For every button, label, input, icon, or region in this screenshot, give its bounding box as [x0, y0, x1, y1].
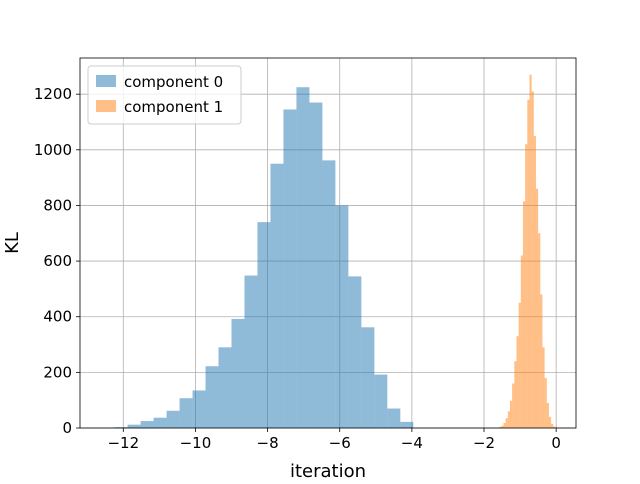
- x-tick-label: −10: [180, 434, 212, 452]
- x-tick-label: −4: [401, 434, 423, 452]
- histogram-bar-series-0: [232, 319, 245, 428]
- histogram-bar-series-0: [219, 347, 232, 428]
- histogram-bar-series-0: [335, 205, 348, 428]
- histogram-bar-series-0: [141, 421, 154, 428]
- histogram-bar-series-1: [525, 144, 527, 428]
- legend-label: component 0: [124, 73, 223, 91]
- x-tick-label: −12: [107, 434, 139, 452]
- histogram-bar-series-0: [206, 366, 219, 428]
- histogram-bar-series-0: [387, 409, 400, 428]
- y-tick-label: 0: [62, 419, 72, 437]
- histogram-bar-series-0: [322, 160, 335, 428]
- legend-label: component 1: [124, 98, 223, 116]
- histogram-bar-series-1: [551, 424, 553, 428]
- histogram-bar-series-1: [521, 256, 523, 428]
- histogram-bar-series-1: [547, 403, 549, 428]
- histogram-bar-series-1: [510, 401, 512, 428]
- histogram-bar-series-1: [523, 201, 525, 428]
- histogram-bar-series-0: [348, 276, 361, 428]
- x-tick-label: −8: [257, 434, 279, 452]
- histogram-bar-series-0: [400, 422, 413, 428]
- y-tick-label: 1200: [34, 85, 72, 103]
- histogram-bar-series-1: [536, 189, 538, 428]
- histogram-bar-series-0: [283, 109, 296, 428]
- histogram-bar-series-0: [309, 103, 322, 428]
- histogram-bar-series-1: [549, 417, 551, 428]
- x-axis-label: iteration: [290, 461, 366, 480]
- y-tick-label: 400: [43, 308, 72, 326]
- histogram-bar-series-0: [257, 222, 270, 428]
- histogram-bar-series-1: [538, 233, 540, 428]
- histogram-bar-series-1: [508, 411, 510, 428]
- histogram-bar-series-1: [545, 378, 547, 428]
- histogram-bar-series-0: [270, 164, 283, 428]
- y-tick-label: 200: [43, 363, 72, 381]
- histogram-bar-series-0: [193, 390, 206, 428]
- histogram-bar-series-0: [180, 398, 193, 428]
- x-tick-label: 0: [551, 434, 561, 452]
- histogram-bar-series-1: [540, 294, 542, 428]
- histogram-bar-series-1: [516, 336, 518, 428]
- histogram-bar-series-0: [154, 418, 167, 428]
- legend-swatch: [96, 75, 116, 87]
- y-tick-label: 600: [43, 252, 72, 270]
- legend-swatch: [96, 100, 116, 112]
- histogram-bar-series-1: [529, 75, 531, 428]
- y-tick-label: 1000: [34, 141, 72, 159]
- y-axis-label: KL: [2, 232, 23, 254]
- histogram-bar-series-1: [532, 91, 534, 428]
- x-tick-label: −6: [329, 434, 351, 452]
- x-tick-label: −2: [473, 434, 495, 452]
- histogram-bar-series-0: [361, 327, 374, 428]
- histogram-bar-series-1: [519, 303, 521, 428]
- histogram-bar-series-0: [296, 87, 309, 428]
- legend: component 0 component 1: [88, 66, 241, 124]
- histogram-bar-series-1: [527, 100, 529, 428]
- histogram-bar-series-0: [167, 411, 180, 428]
- histogram-bar-series-0: [128, 425, 141, 428]
- histogram-bar-series-1: [506, 418, 508, 428]
- y-tick-label: 800: [43, 196, 72, 214]
- histogram-bar-series-0: [374, 375, 387, 428]
- histogram-bar-series-1: [534, 136, 536, 428]
- histogram-bar-series-0: [244, 276, 257, 428]
- histogram-bar-series-1: [512, 383, 514, 428]
- histogram-bar-series-1: [514, 361, 516, 428]
- histogram-bar-series-1: [503, 423, 505, 428]
- histogram-bar-series-1: [542, 347, 544, 428]
